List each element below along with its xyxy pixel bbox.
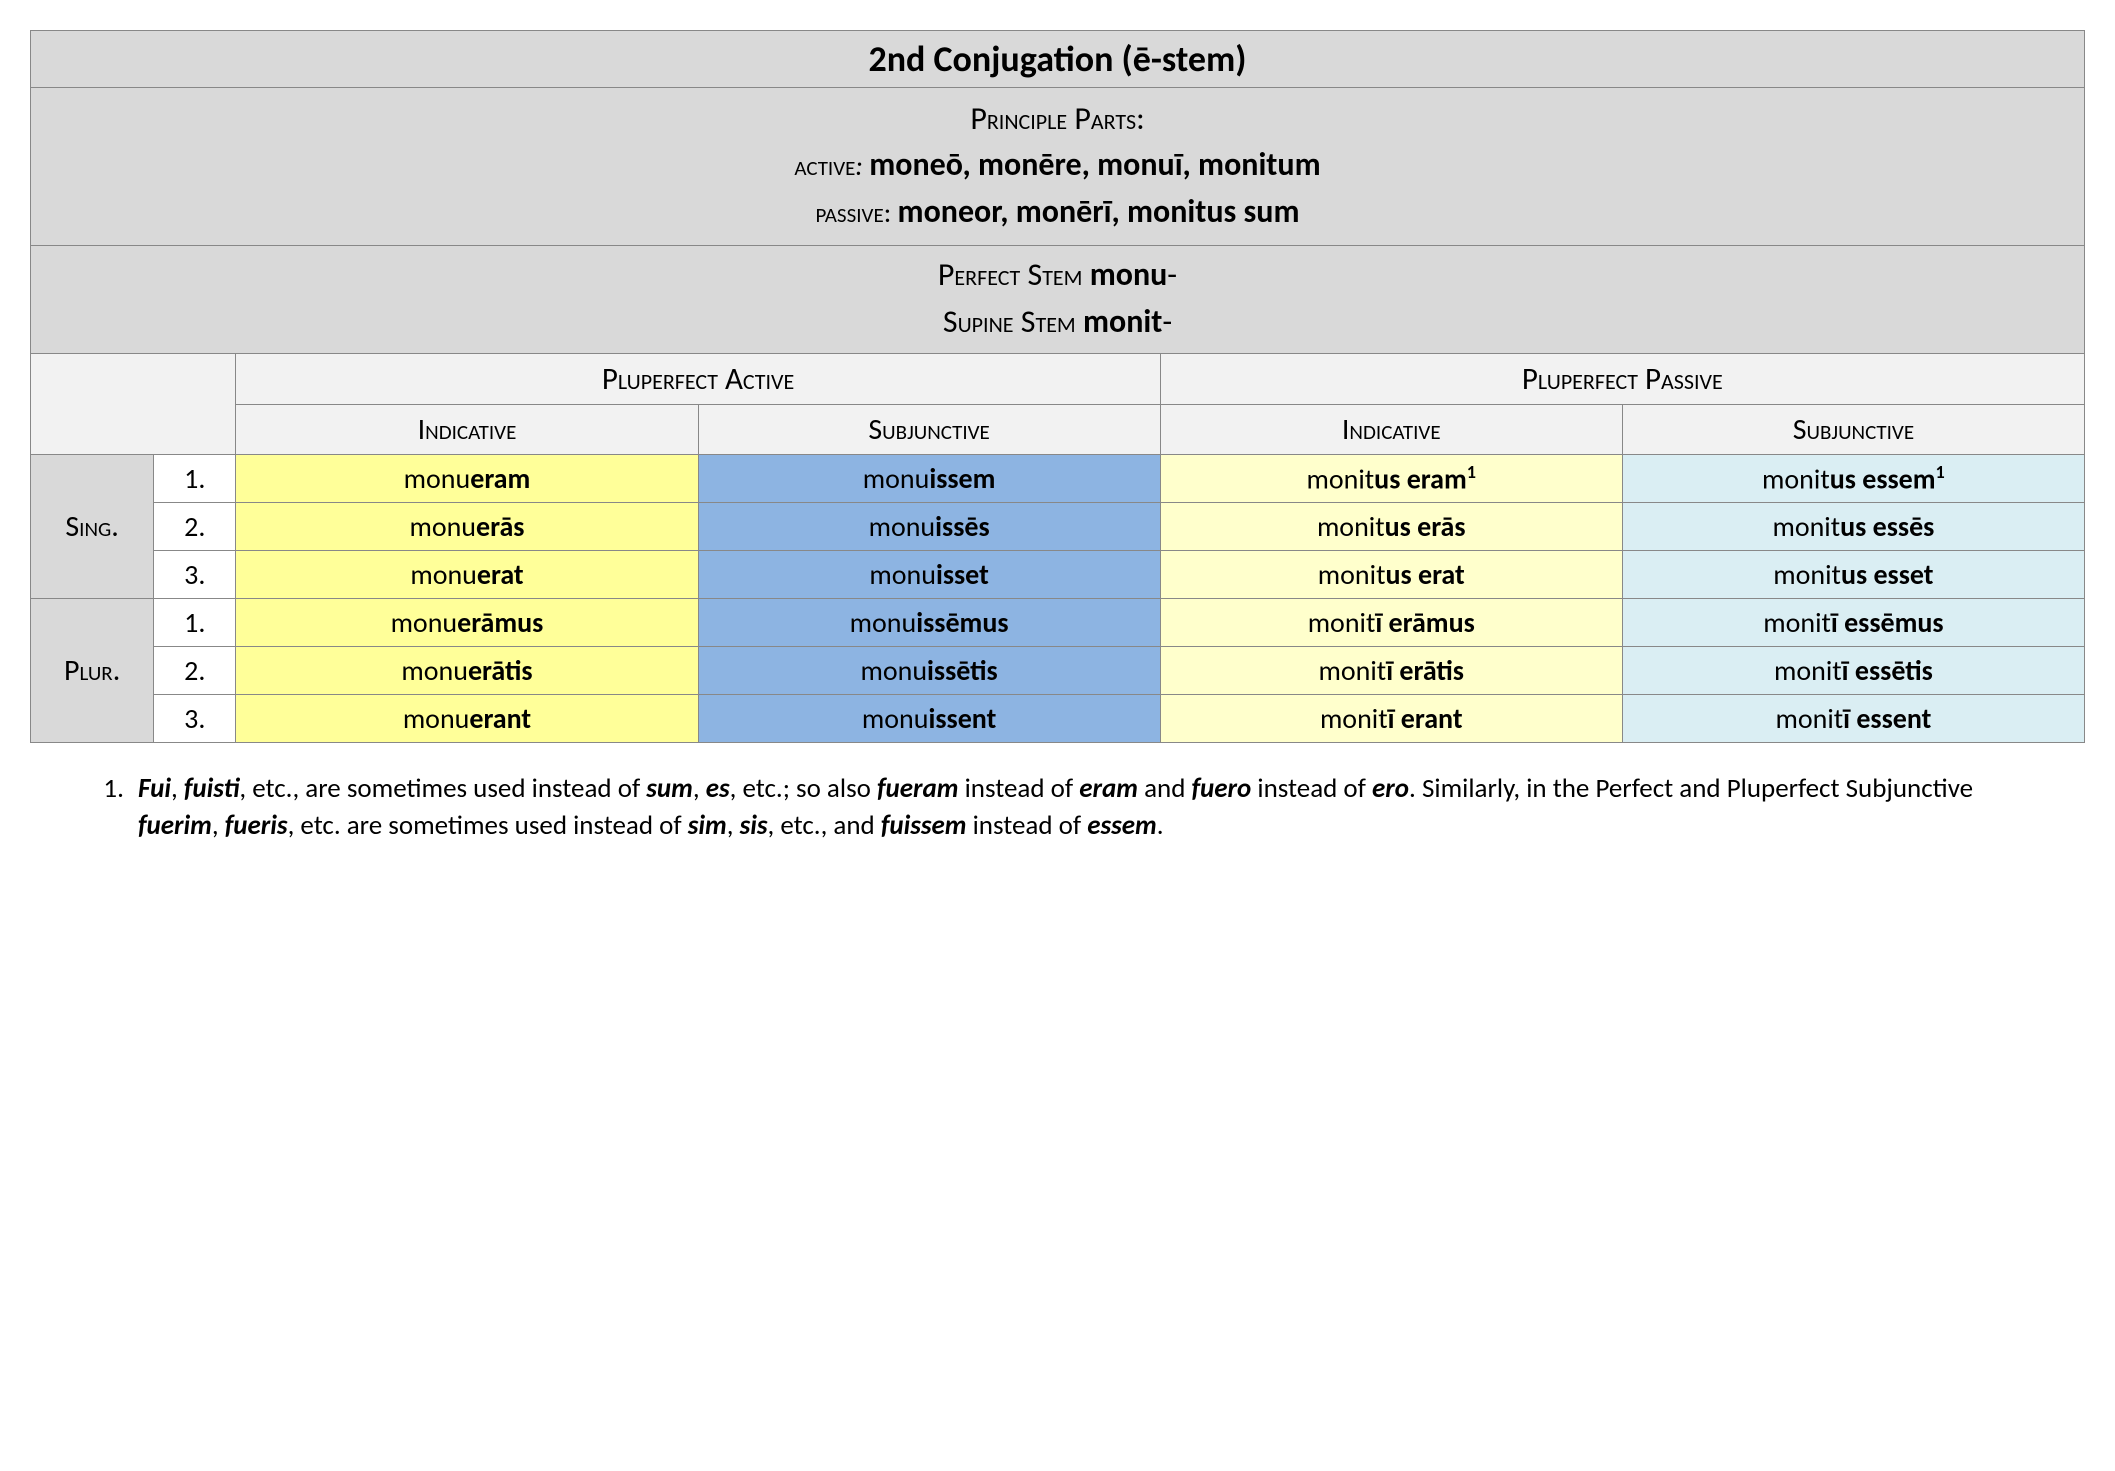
corner-blank: [31, 353, 236, 454]
table-row: 2.monuerātismonuissētismonitī erātismoni…: [31, 647, 2085, 695]
voice-header-row: Pluperfect Active Pluperfect Passive: [31, 353, 2085, 404]
person-number: 2.: [154, 647, 236, 695]
active-label: active: [794, 147, 855, 184]
footnote-1: Fui, fuisti, etc., are sometimes used in…: [130, 771, 2045, 844]
conjugation-cell: monitus esset: [1622, 551, 2084, 599]
conjugation-cell: monuissem: [698, 454, 1160, 502]
table-row: Plur.1.monuerāmusmonuissēmusmonitī erāmu…: [31, 599, 2085, 647]
mood-header-row: Indicative Subjunctive Indicative Subjun…: [31, 404, 2085, 454]
label-plural: Plur.: [31, 599, 154, 743]
passive-parts: moneor, monērī, monitus sum: [898, 192, 1300, 231]
conjugation-table: 2nd Conjugation (ē-stem) Principle Parts…: [30, 30, 2085, 743]
active-parts: moneō, monēre, monuī, monitum: [869, 145, 1320, 184]
conjugation-cell: monitus essēs: [1622, 503, 2084, 551]
conjugation-cell: monuerant: [236, 695, 698, 743]
header-passive-subjunctive: Subjunctive: [1622, 404, 2084, 454]
conjugation-cell: monitus erās: [1160, 503, 1622, 551]
conjugation-cell: monuissēmus: [698, 599, 1160, 647]
conjugation-cell: monitī essētis: [1622, 647, 2084, 695]
conjugation-cell: monuissētis: [698, 647, 1160, 695]
table-row: 3.monueratmonuissetmonitus eratmonitus e…: [31, 551, 2085, 599]
conjugation-cell: monitī erātis: [1160, 647, 1622, 695]
conjugation-cell: monitus essem1: [1622, 454, 2084, 502]
passive-label: passive: [815, 194, 883, 231]
header-active-subjunctive: Subjunctive: [698, 404, 1160, 454]
table-title: 2nd Conjugation (ē-stem): [31, 31, 2085, 88]
header-active-indicative: Indicative: [236, 404, 698, 454]
person-number: 3.: [154, 551, 236, 599]
conjugation-cell: monuisset: [698, 551, 1160, 599]
conjugation-cell: monuerāmus: [236, 599, 698, 647]
conjugation-cell: monitī erant: [1160, 695, 1622, 743]
conjugation-cell: monuerat: [236, 551, 698, 599]
header-pluperfect-passive: Pluperfect Passive: [1160, 353, 2084, 404]
conjugation-cell: monuissēs: [698, 503, 1160, 551]
person-number: 1.: [154, 454, 236, 502]
perfect-stem-label: Perfect Stem: [938, 255, 1083, 294]
title-text: 2nd Conjugation (ē-stem): [868, 37, 1246, 81]
stems-cell: Perfect Stem monu- Supine Stem monit-: [31, 246, 2085, 354]
perfect-stem: monu: [1090, 255, 1168, 294]
person-number: 2.: [154, 503, 236, 551]
table-body: Sing.1.monuerammonuissemmonitus eram1mon…: [31, 454, 2085, 742]
header-passive-indicative: Indicative: [1160, 404, 1622, 454]
supine-stem: monit: [1083, 302, 1162, 341]
conjugation-cell: monuissent: [698, 695, 1160, 743]
principle-parts-label: Principle Parts:: [970, 99, 1144, 138]
conjugation-cell: monuerās: [236, 503, 698, 551]
footnotes-list: Fui, fuisti, etc., are sometimes used in…: [90, 771, 2045, 844]
conjugation-cell: monitus erat: [1160, 551, 1622, 599]
principle-parts-cell: Principle Parts: active: moneō, monēre, …: [31, 88, 2085, 246]
header-pluperfect-active: Pluperfect Active: [236, 353, 1160, 404]
conjugation-cell: monitī erāmus: [1160, 599, 1622, 647]
conjugation-cell: monitī essēmus: [1622, 599, 2084, 647]
table-row: 2.monuerāsmonuissēsmonitus erāsmonitus e…: [31, 503, 2085, 551]
person-number: 1.: [154, 599, 236, 647]
conjugation-table-container: 2nd Conjugation (ē-stem) Principle Parts…: [30, 30, 2085, 844]
conjugation-cell: monuerātis: [236, 647, 698, 695]
conjugation-cell: monitī essent: [1622, 695, 2084, 743]
conjugation-cell: monitus eram1: [1160, 454, 1622, 502]
label-singular: Sing.: [31, 454, 154, 598]
principle-parts-row: Principle Parts: active: moneō, monēre, …: [31, 88, 2085, 246]
title-row: 2nd Conjugation (ē-stem): [31, 31, 2085, 88]
conjugation-cell: monueram: [236, 454, 698, 502]
supine-stem-label: Supine Stem: [943, 302, 1076, 341]
table-row: 3.monuerantmonuissentmonitī erantmonitī …: [31, 695, 2085, 743]
person-number: 3.: [154, 695, 236, 743]
stems-row: Perfect Stem monu- Supine Stem monit-: [31, 246, 2085, 354]
table-row: Sing.1.monuerammonuissemmonitus eram1mon…: [31, 454, 2085, 502]
